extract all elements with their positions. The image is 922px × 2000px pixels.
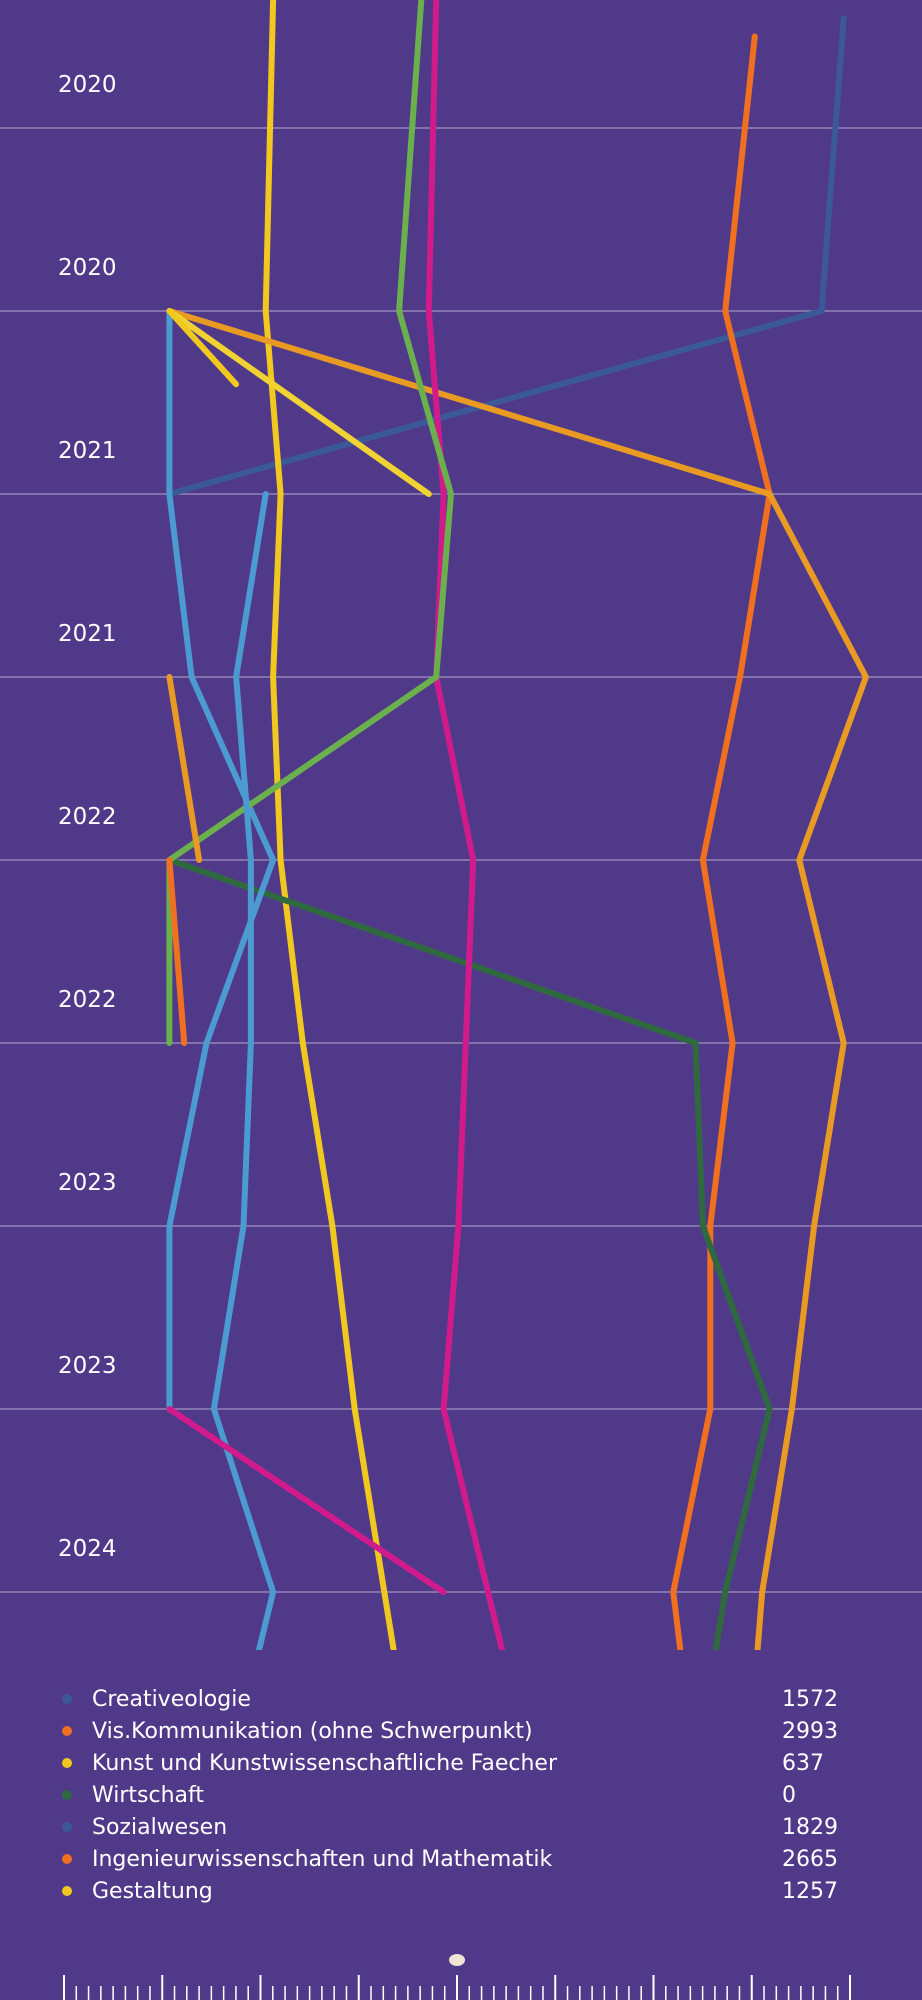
timeline-scrubber[interactable] bbox=[0, 1940, 922, 2000]
legend-dot-icon bbox=[62, 1694, 72, 1704]
legend-value: 2665 bbox=[782, 1846, 838, 1872]
year-tick-label: 2021 bbox=[58, 438, 117, 464]
legend-label: Sozialwesen bbox=[92, 1814, 228, 1840]
legend-dot-icon bbox=[62, 1822, 72, 1832]
legend-value: 637 bbox=[782, 1750, 824, 1776]
legend-label: Wirtschaft bbox=[92, 1782, 205, 1808]
legend-item[interactable]: Creativeologie 1572 bbox=[62, 1683, 862, 1715]
series-line-8 bbox=[166, 0, 454, 1046]
legend-value: 1257 bbox=[782, 1878, 838, 1904]
series-line-9 bbox=[210, 491, 277, 1650]
legend-label: Vis.Kommunikation (ohne Schwerpunkt) bbox=[92, 1718, 533, 1744]
year-tick-label: 2023 bbox=[58, 1353, 117, 1379]
legend-label: Gestaltung bbox=[92, 1878, 213, 1904]
series-line-2 bbox=[262, 0, 397, 1650]
series-line-0 bbox=[166, 15, 847, 497]
series-line-12 bbox=[166, 1406, 447, 1595]
legend-item[interactable]: Vis.Kommunikation (ohne Schwerpunkt) 2993 bbox=[62, 1715, 862, 1747]
legend-item[interactable]: Ingenieurwissenschaften und Mathematik 26… bbox=[62, 1843, 862, 1875]
legend-value: 1829 bbox=[782, 1814, 838, 1840]
year-tick-label: 2020 bbox=[58, 255, 117, 281]
year-labels: 2020 2020 2021 2021 2022 2022 2023 2023 2024 bbox=[58, 72, 117, 1562]
legend-item[interactable]: Sozialwesen 1829 bbox=[62, 1811, 862, 1843]
legend-item[interactable]: Gestaltung 1257 bbox=[62, 1875, 862, 1907]
legend-label: Ingenieurwissenschaften und Mathematik bbox=[92, 1846, 553, 1872]
line-chart: 2020 2020 2021 2021 2022 2022 2023 2023 2024 bbox=[0, 0, 922, 1650]
scrubber-handle[interactable] bbox=[449, 1954, 465, 1966]
legend-value: 0 bbox=[782, 1782, 796, 1808]
legend-dot-icon bbox=[62, 1726, 72, 1736]
series-line-13 bbox=[166, 308, 240, 388]
year-tick-label: 2024 bbox=[58, 1536, 117, 1562]
series-line-10 bbox=[166, 674, 203, 863]
year-tick-label: 2022 bbox=[58, 804, 117, 830]
legend-label: Kunst und Kunstwissenschaftliche Faecher bbox=[92, 1750, 557, 1776]
legend-value: 2993 bbox=[782, 1718, 838, 1744]
legend-value: 1572 bbox=[782, 1686, 838, 1712]
legend-dot-icon bbox=[62, 1854, 72, 1864]
series-line-3 bbox=[166, 857, 773, 1650]
series-line-5 bbox=[166, 308, 869, 1650]
legend-dot-icon bbox=[62, 1886, 72, 1896]
grid-lines bbox=[0, 127, 922, 1593]
series-line-11 bbox=[166, 857, 188, 1046]
series-line-7 bbox=[425, 0, 506, 1650]
year-tick-label: 2020 bbox=[58, 72, 117, 98]
series-line-1 bbox=[670, 33, 773, 1650]
legend-dot-icon bbox=[62, 1790, 72, 1800]
legend: Creativeologie 1572 Vis.Kommunikation (ohn… bbox=[62, 1683, 862, 1907]
series-line-4 bbox=[166, 308, 277, 1413]
series-line-6 bbox=[166, 308, 432, 497]
series-lines bbox=[166, 0, 869, 1650]
legend-dot-icon bbox=[62, 1758, 72, 1768]
legend-item[interactable]: Kunst und Kunstwissenschaftliche Faecher… bbox=[62, 1747, 862, 1779]
year-tick-label: 2021 bbox=[58, 621, 117, 647]
legend-label: Creativeologie bbox=[92, 1686, 251, 1712]
year-tick-label: 2023 bbox=[58, 1170, 117, 1196]
scrubber-ticks bbox=[63, 1975, 851, 2000]
legend-item[interactable]: Wirtschaft 0 bbox=[62, 1779, 862, 1811]
year-tick-label: 2022 bbox=[58, 987, 117, 1013]
